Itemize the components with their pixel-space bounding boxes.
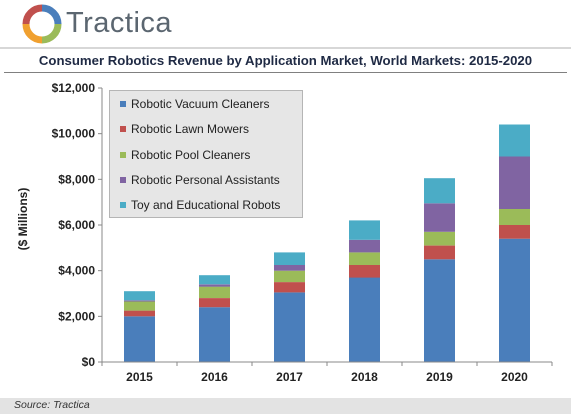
legend-label: Robotic Personal Assistants <box>131 172 280 187</box>
y-tick-label: $12,000 <box>52 81 96 95</box>
legend-label: Robotic Lawn Mowers <box>131 122 250 137</box>
y-tick-label: $0 <box>82 355 96 369</box>
bar-segment <box>124 291 155 301</box>
bar-segment <box>199 298 230 308</box>
legend-swatch <box>120 101 126 107</box>
tractica-ring-icon <box>22 4 62 44</box>
header-divider <box>0 47 571 49</box>
x-tick-label: 2019 <box>426 370 453 384</box>
brand-name: Tractica <box>66 7 173 39</box>
bar-segment <box>424 178 455 204</box>
y-axis-title: ($ Millions) <box>16 188 30 251</box>
legend-swatch <box>120 126 126 133</box>
bar-segment <box>424 203 455 232</box>
bar-segment <box>499 209 530 225</box>
y-tick-label: $8,000 <box>58 172 95 186</box>
chart-legend: Robotic Vacuum Cleaners Robotic Lawn Mowe… <box>109 90 303 218</box>
y-tick-label: $10,000 <box>52 127 96 141</box>
bar-segment <box>499 156 530 209</box>
bar-segment <box>199 275 230 285</box>
bar-segment <box>499 124 530 157</box>
legend-label: Robotic Pool Cleaners <box>131 147 251 162</box>
legend-item: Robotic Personal Assistants <box>120 172 280 188</box>
bar-segment <box>499 238 530 362</box>
bars-layer <box>124 124 530 363</box>
bar-segment <box>274 292 305 362</box>
bar-segment <box>199 307 230 362</box>
x-tick-label: 2020 <box>501 370 528 384</box>
bar-segment <box>424 259 455 363</box>
bar-segment <box>349 239 380 253</box>
legend-item: Robotic Vacuum Cleaners <box>120 96 270 112</box>
bar-segment <box>349 220 380 240</box>
axis-layer: 2015 2016 2017 2018 2019 2020 $0 $2,000 $4,000 $6… <box>52 81 553 384</box>
legend-item: Robotic Pool Cleaners <box>120 147 250 163</box>
legend-item: Toy and Educational Robots <box>120 197 280 213</box>
legend-label: Toy and Educational Robots <box>131 198 281 213</box>
bar-segment <box>274 270 305 283</box>
x-tick-label: 2018 <box>351 370 378 384</box>
bar-segment <box>349 252 380 265</box>
bar-segment <box>274 252 305 265</box>
bar-segment <box>424 231 455 246</box>
x-tick-label: 2015 <box>126 370 153 384</box>
bar-segment <box>124 310 155 317</box>
header: Tractica <box>0 0 571 49</box>
bar-segment <box>274 282 305 293</box>
x-tick-label: 2016 <box>201 370 228 384</box>
bar-segment <box>124 300 155 302</box>
y-tick-label: $6,000 <box>58 218 95 232</box>
bar-segment <box>199 286 230 298</box>
chart-title: Consumer Robotics Revenue by Application… <box>38 53 533 68</box>
footer: Source: Tractica <box>0 398 571 414</box>
legend-swatch <box>120 202 126 209</box>
bar-segment <box>124 301 155 311</box>
legend-label: Robotic Vacuum Cleaners <box>131 97 270 111</box>
x-tick-label: 2017 <box>276 370 303 384</box>
y-tick-label: $2,000 <box>58 309 95 323</box>
chart-plot-area: 2015 2016 2017 2018 2019 2020 $0 $2,000 $4,000 $6… <box>16 81 553 384</box>
legend-swatch <box>120 151 126 158</box>
bar-segment <box>424 245 455 260</box>
legend-item: Robotic Lawn Mowers <box>120 121 249 137</box>
source-note: Source: Tractica <box>14 399 90 411</box>
bar-segment <box>199 284 230 287</box>
bar-segment <box>349 265 380 278</box>
bar-segment <box>124 316 155 362</box>
bar-segment <box>349 277 380 362</box>
legend-swatch <box>120 176 126 183</box>
bar-segment <box>499 225 530 239</box>
bar-segment <box>274 265 305 271</box>
title-divider <box>4 72 567 73</box>
y-tick-label: $4,000 <box>58 264 95 278</box>
